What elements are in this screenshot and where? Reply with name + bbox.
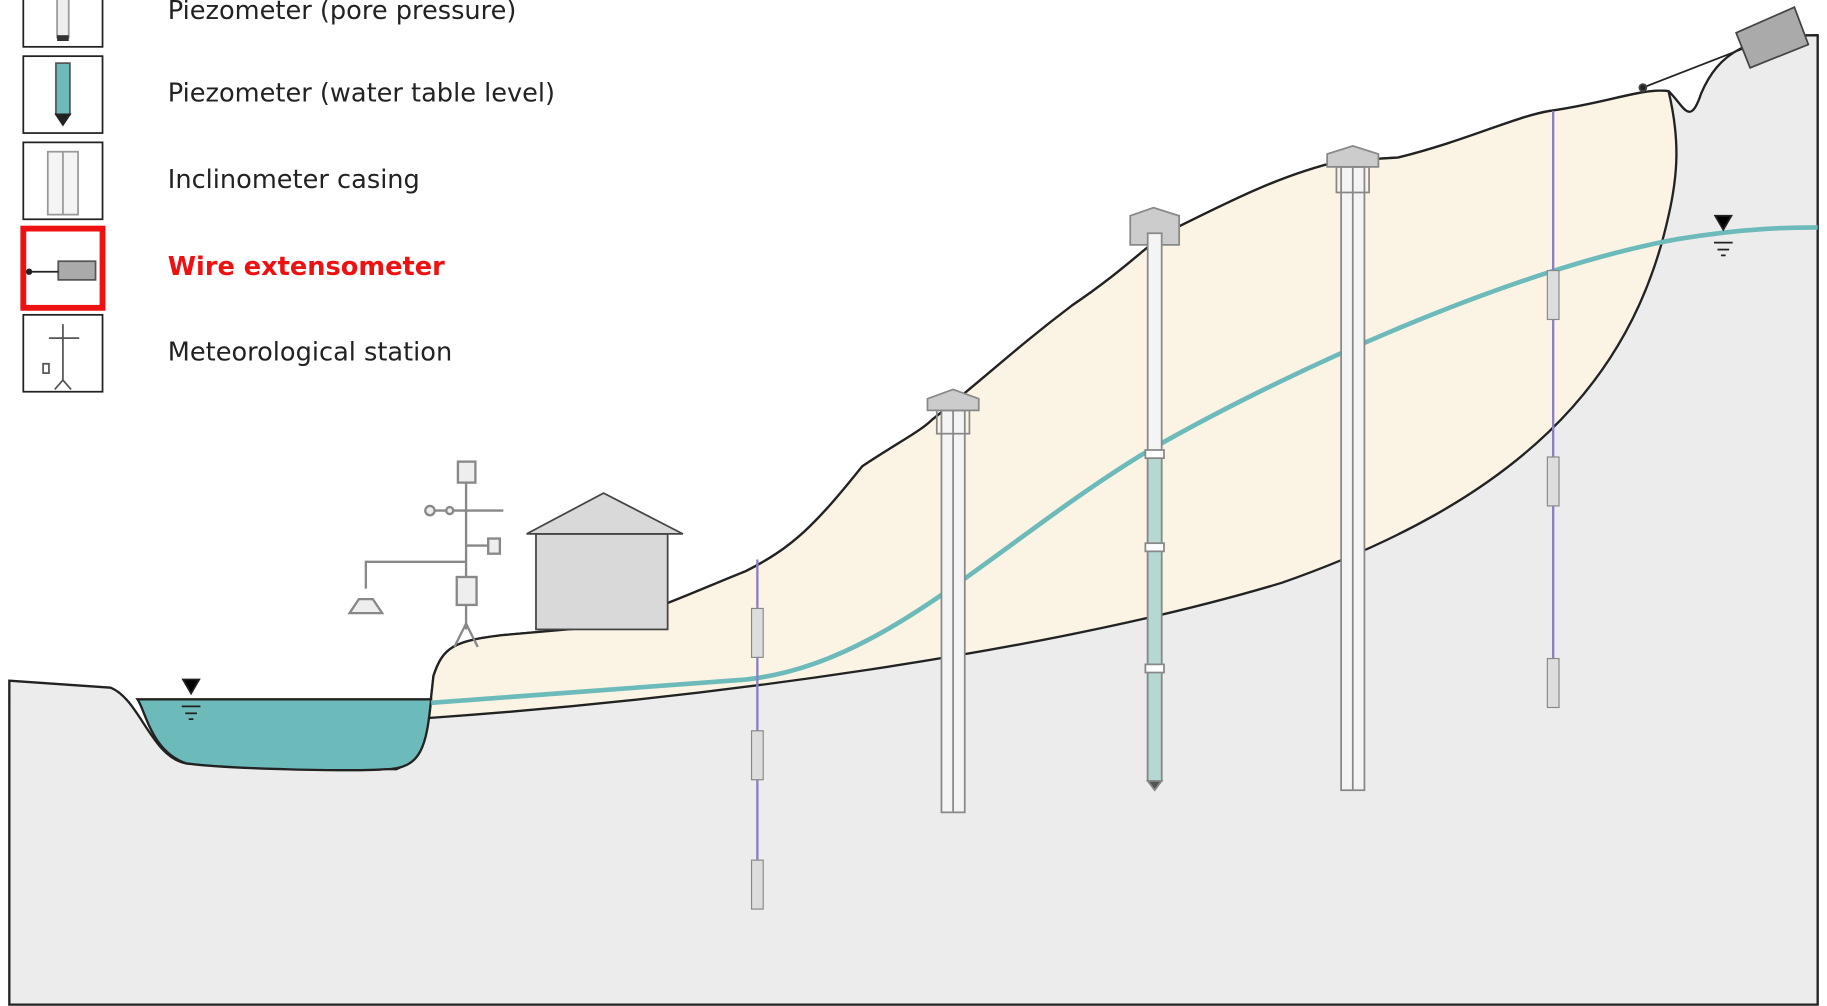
legend-icon bbox=[20, 0, 106, 393]
water-table bbox=[430, 225, 1818, 706]
water-table-piezometer bbox=[1129, 206, 1181, 792]
house bbox=[526, 492, 684, 631]
pore-pressure-piezometers bbox=[750, 110, 1560, 910]
legend-label: Piezometer (pore pressure) bbox=[168, 0, 517, 26]
water-symbol bbox=[181, 214, 1733, 721]
legend-label: Meteorological station bbox=[168, 337, 452, 367]
meteorological-station bbox=[347, 460, 504, 648]
inclinometers bbox=[926, 144, 1380, 814]
legend-label: Piezometer (water table level) bbox=[168, 79, 555, 109]
legend-label: Wire extensometer bbox=[168, 252, 445, 282]
wire-extensometer bbox=[1638, 6, 1810, 92]
legend: Piezometer (pore pressure) Piezometer (w… bbox=[20, 0, 555, 393]
legend-label: Inclinometer casing bbox=[168, 165, 420, 195]
lake bbox=[135, 698, 433, 772]
